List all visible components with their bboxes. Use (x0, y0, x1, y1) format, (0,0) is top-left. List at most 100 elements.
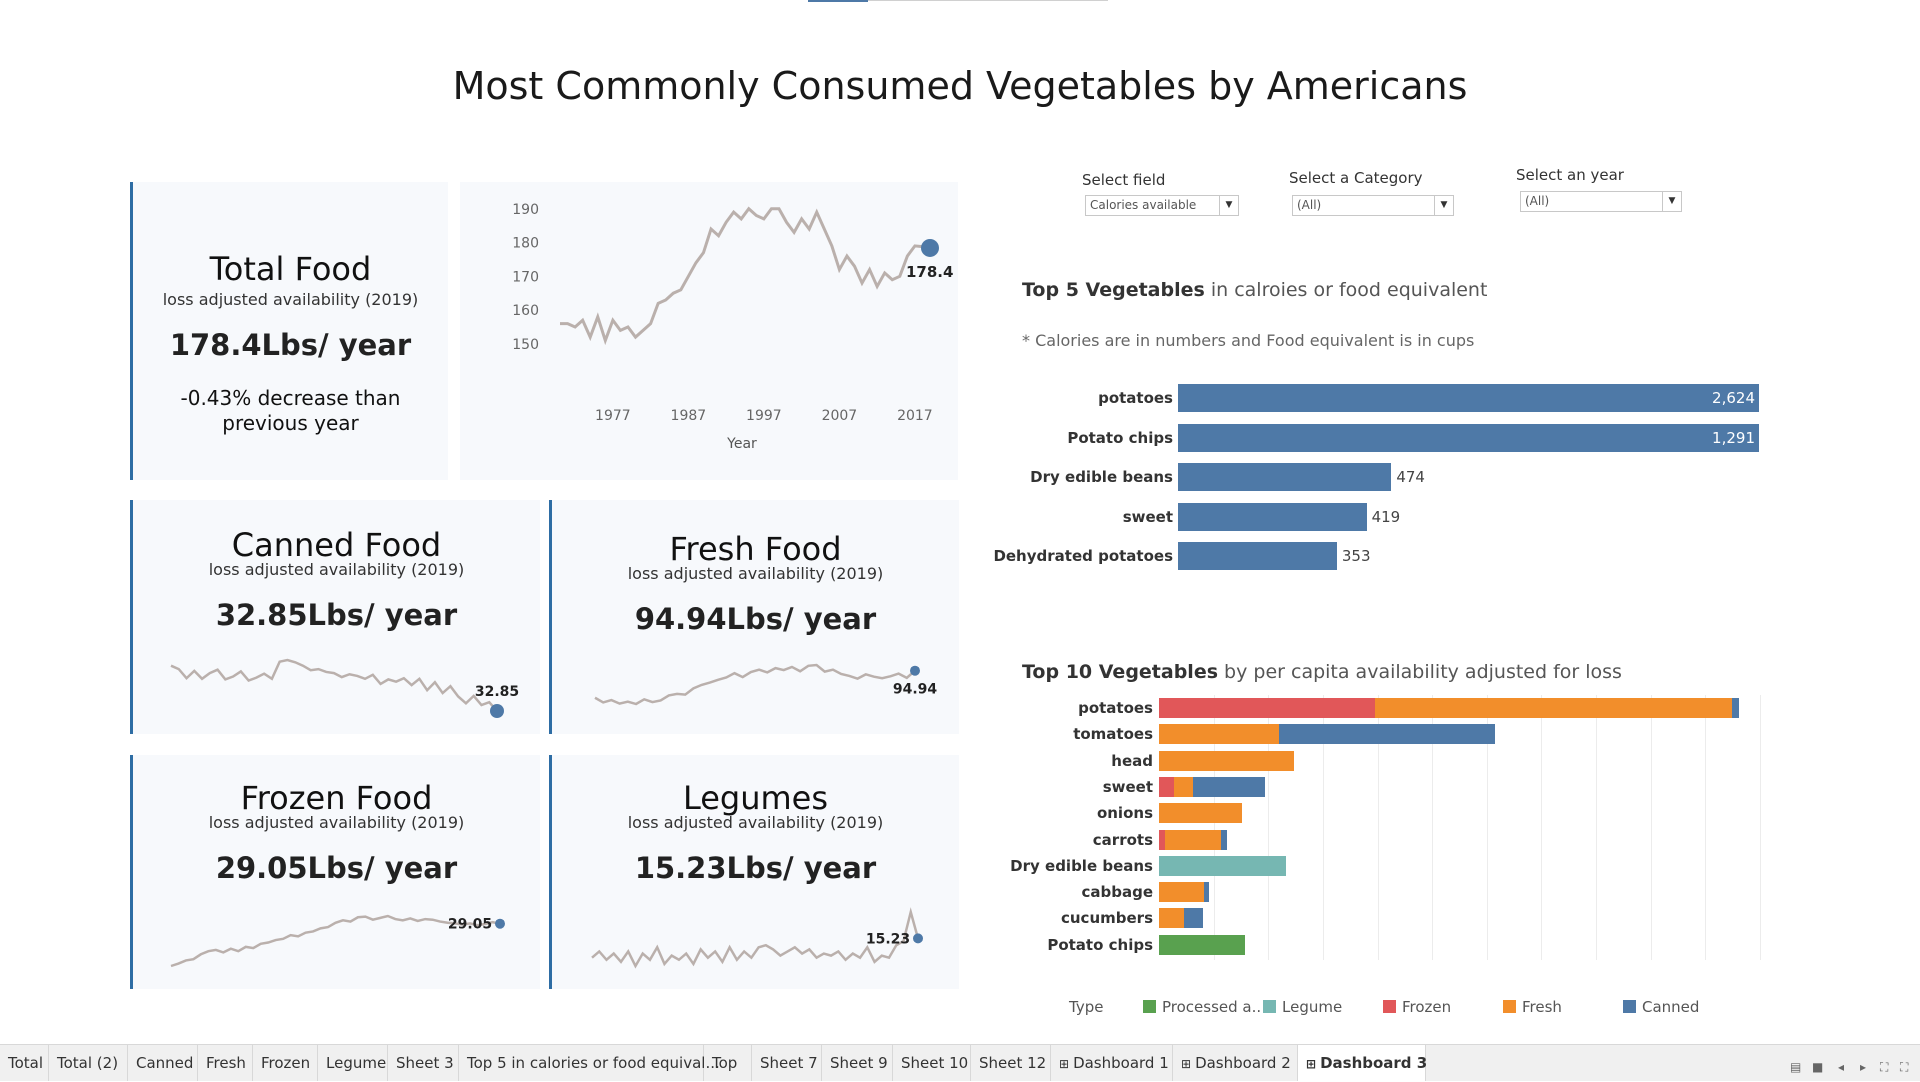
tab-sheet-12[interactable]: Sheet 12 (971, 1045, 1051, 1081)
select-year-dropdown[interactable]: (All) ▼ (1520, 191, 1682, 212)
highlight-point[interactable] (495, 918, 505, 929)
bar-segment[interactable] (1220, 829, 1228, 850)
highlight-point[interactable] (490, 704, 504, 718)
card-value: 32.85Lbs/ year (215, 598, 458, 632)
bar-category-label: carrots (1092, 830, 1153, 849)
bar-segment[interactable] (1159, 882, 1204, 903)
gridline (1705, 695, 1707, 960)
legend-item[interactable]: Canned (1623, 998, 1699, 1016)
tab-label: Sheet 10 (901, 1054, 969, 1072)
bar[interactable] (1178, 384, 1759, 412)
card-title: Legumes (682, 779, 829, 817)
legend-item[interactable]: Processed a.. (1143, 998, 1261, 1016)
tab-fresh[interactable]: Fresh (198, 1045, 253, 1081)
card-subtitle: loss adjusted availability (2019) (208, 813, 465, 832)
chevron-down-icon[interactable]: ▼ (1434, 196, 1453, 215)
card-subtitle: loss adjusted availability (2019) (627, 813, 884, 832)
prev-sheet-icon[interactable]: ◂ (1838, 1060, 1845, 1074)
tab-dashboard-1[interactable]: ⊞ Dashboard 1 (1051, 1045, 1173, 1081)
gridline (1650, 695, 1652, 960)
canned-food-card: Canned Food loss adjusted availability (… (130, 500, 540, 734)
tab-label: Legume (326, 1054, 387, 1072)
chevron-down-icon[interactable]: ▼ (1662, 192, 1681, 211)
bar-segment[interactable] (1184, 908, 1204, 929)
grid-view-icon[interactable]: ▤ (1790, 1060, 1802, 1074)
bar-segment[interactable] (1159, 698, 1376, 718)
legend-item[interactable]: Frozen (1383, 998, 1451, 1016)
bar-segment[interactable] (1165, 829, 1221, 850)
tab-frozen[interactable]: Frozen (253, 1045, 318, 1081)
gridline (1760, 695, 1761, 960)
top-tab-indicator (808, 0, 868, 2)
bar-segment[interactable] (1203, 882, 1210, 903)
fresh-sparkline: 94.94 (594, 663, 938, 706)
highlight-point[interactable] (913, 933, 923, 944)
legumes-card: Legumes loss adjusted availability (2019… (549, 755, 959, 989)
y-tick-label: 170 (512, 269, 539, 285)
highlight-label: 32.85 (475, 684, 519, 700)
highlight-label: 94.94 (893, 682, 938, 698)
tab-dashboard-3[interactable]: ⊞ Dashboard 3 (1298, 1045, 1427, 1081)
bar-segment[interactable] (1278, 724, 1495, 745)
bar[interactable] (1178, 423, 1759, 452)
tab-total-2[interactable]: Total (2) (49, 1045, 128, 1081)
bar-category-label: potatoes (1098, 389, 1173, 407)
legend-label: Legume (1282, 998, 1343, 1016)
tab-dashboard-2[interactable]: ⊞ Dashboard 2 (1173, 1045, 1298, 1081)
highlight-label: 178.4 (906, 263, 953, 281)
bar[interactable] (1178, 463, 1392, 491)
tab-canned[interactable]: Canned (128, 1045, 198, 1081)
legend-label: Frozen (1402, 998, 1452, 1016)
bar-segment[interactable] (1159, 829, 1165, 850)
highlight-point[interactable] (910, 665, 920, 676)
bar-segment[interactable] (1192, 776, 1265, 797)
legend-item[interactable]: Fresh (1503, 998, 1562, 1016)
tab-sheet-7[interactable]: Sheet 7 (752, 1045, 822, 1081)
note-asterisk: * (1022, 331, 1030, 350)
bar-segment[interactable] (1159, 776, 1174, 797)
next-sheet-icon[interactable]: ▸ (1860, 1060, 1867, 1074)
bar-segment[interactable] (1159, 803, 1242, 824)
top10-title: Top 10 Vegetables by per capita availabi… (1022, 661, 1622, 683)
legend-swatch (1503, 1000, 1516, 1013)
bar-segment[interactable] (1173, 776, 1193, 797)
tab-sheet-10[interactable]: Sheet 10 (893, 1045, 971, 1081)
sheet-tab-bar: Total Total (2) Canned Fresh Frozen Legume She… (0, 1044, 1920, 1081)
chevron-down-icon[interactable]: ▼ (1219, 196, 1238, 215)
tab-top[interactable]: Top (704, 1045, 752, 1081)
select-category-dropdown[interactable]: (All) ▼ (1292, 195, 1454, 216)
top10-title-rest: by per capita availability adjusted for … (1218, 661, 1622, 683)
bar[interactable] (1178, 542, 1337, 570)
tab-label: Sheet 3 (396, 1054, 454, 1072)
frozen-food-card: Frozen Food loss adjusted availability (… (130, 755, 540, 989)
bar-segment[interactable] (1159, 750, 1294, 771)
select-field-dropdown[interactable]: Calories available ▼ (1085, 195, 1239, 216)
gridline (1486, 695, 1488, 960)
tab-legume[interactable]: Legume (318, 1045, 388, 1081)
x-tick-label: 1987 (671, 408, 707, 424)
tab-label: Dashboard 1 (1073, 1054, 1169, 1072)
tab-sheet-9[interactable]: Sheet 9 (822, 1045, 893, 1081)
tab-sheet-3[interactable]: Sheet 3 (388, 1045, 459, 1081)
fullscreen-icon[interactable]: ⛶ (1880, 1060, 1889, 1074)
bar-segment[interactable] (1159, 724, 1279, 745)
card-title: Canned Food (231, 526, 442, 564)
x-axis-label: Year (726, 436, 757, 452)
tab-top-5-in-calories-or-food-equival[interactable]: Top 5 in calories or food equival... (459, 1045, 720, 1081)
bar-segment[interactable] (1375, 698, 1732, 718)
grid-icon: ⊞ (1181, 1057, 1192, 1071)
bar-segment[interactable] (1159, 934, 1246, 955)
highlight-point[interactable] (921, 238, 939, 257)
bar-segment[interactable] (1159, 908, 1185, 929)
legend-item[interactable]: Legume (1263, 998, 1342, 1016)
present-icon[interactable]: ⛶ (1900, 1060, 1909, 1074)
card-value: 94.94Lbs/ year (634, 602, 877, 636)
filmstrip-icon[interactable]: ■ (1812, 1060, 1824, 1074)
total-food-card: Total Food loss adjusted availability (2… (130, 182, 448, 480)
tab-label: Top (712, 1054, 738, 1072)
filter-category-label: Select a Category (1289, 169, 1423, 187)
bar-segment[interactable] (1159, 855, 1286, 876)
tab-total[interactable]: Total (0, 1045, 49, 1081)
bar[interactable] (1178, 502, 1367, 531)
bar-segment[interactable] (1731, 698, 1740, 718)
